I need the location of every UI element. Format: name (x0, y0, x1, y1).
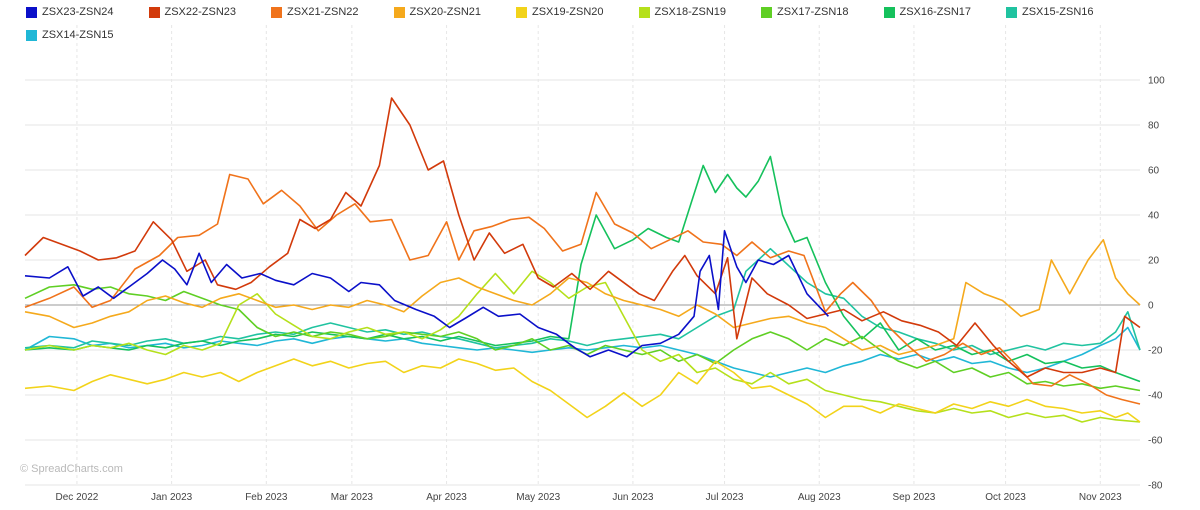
series-line-zsx14-zsn15 (24, 326, 1141, 378)
series-line-zsx19-zsn20 (24, 358, 1141, 423)
watermark: © SpreadCharts.com (20, 463, 123, 475)
y-tick-label: -80 (1148, 481, 1163, 492)
y-tick-label: 80 (1148, 121, 1160, 132)
x-tick-label: Feb 2023 (245, 492, 288, 503)
x-tick-label: Sep 2023 (893, 492, 936, 503)
legend-label: ZSX18-ZSN19 (654, 6, 727, 18)
series-line-zsx21-zsn22 (24, 173, 1141, 405)
legend-item[interactable]: ZSX20-ZSN21 (393, 6, 482, 18)
legend-label: ZSX22-ZSN23 (164, 6, 237, 18)
x-tick-label: Nov 2023 (1079, 492, 1122, 503)
legend-swatch (883, 6, 895, 18)
legend-item[interactable]: ZSX14-ZSN15 (26, 29, 114, 41)
x-axis-ticks: Dec 2022 Jan 2023 Feb 2023 Mar 2023 Apr 2023… (56, 492, 1123, 503)
x-tick-label: Jun 2023 (612, 492, 654, 503)
series-line-zsx22-zsn23 (24, 97, 1141, 378)
legend-swatch (271, 6, 282, 18)
legend-label: ZSX17-ZSN18 (777, 6, 849, 18)
x-tick-label: May 2023 (516, 492, 560, 503)
x-tick-label: Dec 2022 (56, 492, 99, 503)
legend-swatch (148, 6, 160, 18)
legend-item[interactable]: ZSX19-ZSN20 (516, 6, 604, 18)
y-tick-label: 60 (1148, 166, 1160, 177)
legend-item[interactable]: ZSX17-ZSN18 (761, 6, 849, 18)
series-line-zsx20-zsn21 (24, 239, 1141, 356)
legend-swatch (638, 6, 650, 18)
legend-item[interactable]: ZSX22-ZSN23 (148, 6, 237, 18)
legend-label: ZSX14-ZSN15 (42, 29, 114, 41)
y-tick-label: -40 (1148, 391, 1163, 402)
legend-item[interactable]: ZSX21-ZSN22 (271, 6, 359, 18)
y-tick-label: 40 (1148, 211, 1160, 222)
legend-swatch (26, 29, 37, 41)
y-axis-ticks: 100 80 60 40 20 0 -20 -40 -60 -80 (1148, 76, 1165, 492)
series-line-zsx23-zsn24 (24, 230, 829, 358)
y-tick-label: -20 (1148, 346, 1163, 357)
legend-label: ZSX19-ZSN20 (532, 6, 604, 18)
series-line-zsx17-zsn18 (24, 283, 1141, 392)
x-tick-label: Aug 2023 (798, 492, 841, 503)
legend-swatch (393, 6, 405, 18)
x-tick-label: Oct 2023 (985, 492, 1026, 503)
series-layer (24, 97, 1141, 423)
legend-item[interactable]: ZSX15-ZSN16 (1006, 6, 1094, 18)
x-tick-label: Mar 2023 (331, 492, 374, 503)
legend-item[interactable]: ZSX18-ZSN19 (638, 6, 727, 18)
legend-label: ZSX23-ZSN24 (42, 6, 114, 18)
legend-label: ZSX16-ZSN17 (899, 6, 972, 18)
y-tick-label: 0 (1148, 301, 1154, 312)
legend-swatch (1006, 6, 1017, 18)
series-line-zsx16-zsn17 (24, 155, 1141, 383)
legend-item[interactable]: ZSX16-ZSN17 (883, 6, 972, 18)
legend-label: ZSX15-ZSN16 (1022, 6, 1094, 18)
y-tick-label: 100 (1148, 76, 1165, 87)
y-tick-label: 20 (1148, 256, 1160, 267)
x-tick-label: Jan 2023 (151, 492, 193, 503)
legend-swatch (26, 6, 37, 18)
legend-label: ZSX21-ZSN22 (287, 6, 359, 18)
legend-swatch (516, 6, 527, 18)
legend-label: ZSX20-ZSN21 (409, 6, 482, 18)
legend-swatch (761, 6, 772, 18)
y-tick-label: -60 (1148, 436, 1163, 447)
x-tick-label: Apr 2023 (426, 492, 467, 503)
grid (25, 25, 1140, 486)
x-tick-label: Jul 2023 (706, 492, 744, 503)
legend-item[interactable]: ZSX23-ZSN24 (26, 6, 114, 18)
series-line-zsx15-zsn16 (24, 247, 1141, 356)
